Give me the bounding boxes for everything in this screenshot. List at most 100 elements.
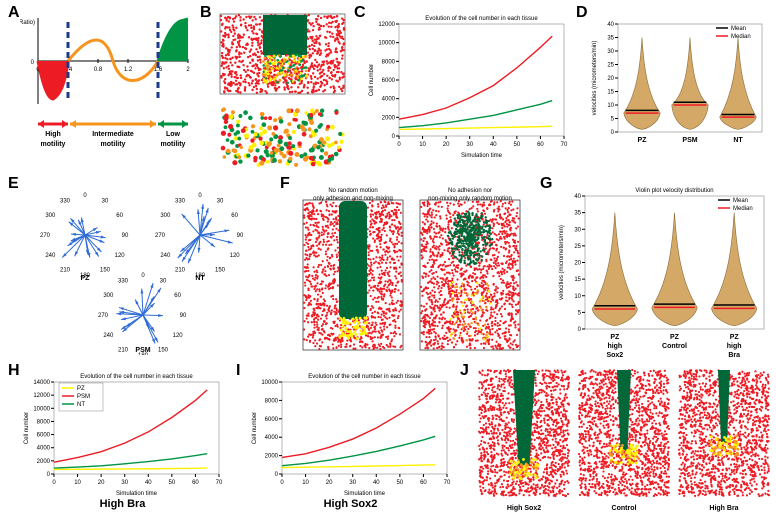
svg-text:Low: Low: [166, 131, 181, 138]
svg-text:f(Ratio): f(Ratio): [20, 20, 35, 26]
panel-e: 0306090120150180210240270300330030609012…: [15, 180, 270, 355]
panel-c: Evolution of the cell number in each tis…: [365, 10, 570, 160]
panel-h-caption: High Bra: [20, 498, 225, 510]
svg-text:4000: 4000: [382, 97, 396, 103]
svg-text:60: 60: [116, 213, 123, 219]
panel-h: Evolution of the cell number in each tis…: [20, 368, 225, 516]
svg-text:210: 210: [118, 348, 129, 354]
svg-text:270: 270: [155, 233, 166, 239]
svg-text:No random motion: No random motion: [328, 188, 377, 194]
svg-text:330: 330: [175, 198, 186, 204]
svg-text:30: 30: [160, 278, 167, 284]
svg-text:300: 300: [160, 213, 171, 219]
panel-b: [215, 12, 350, 172]
svg-text:210: 210: [60, 268, 71, 274]
panel-label-g: G: [540, 175, 552, 193]
svg-text:120: 120: [230, 253, 241, 259]
panel-label-b: B: [200, 4, 212, 22]
svg-text:30: 30: [217, 198, 224, 204]
svg-text:90: 90: [122, 233, 129, 239]
svg-text:40: 40: [607, 22, 614, 28]
svg-text:20: 20: [443, 142, 450, 148]
svg-text:35: 35: [607, 36, 614, 42]
svg-text:150: 150: [100, 268, 111, 274]
svg-text:0: 0: [397, 142, 401, 148]
panel-label-i: I: [236, 362, 240, 380]
svg-text:300: 300: [103, 293, 114, 299]
svg-text:Simulation time: Simulation time: [461, 153, 503, 159]
svg-text:Median: Median: [731, 34, 751, 40]
svg-text:210: 210: [175, 268, 186, 274]
svg-text:90: 90: [180, 313, 187, 319]
svg-text:0.8: 0.8: [94, 67, 103, 73]
svg-text:25: 25: [607, 63, 614, 69]
svg-text:12000: 12000: [378, 22, 395, 28]
svg-text:PZ: PZ: [81, 275, 91, 282]
svg-text:0: 0: [198, 193, 202, 199]
svg-text:Intermediate: Intermediate: [92, 131, 134, 138]
svg-text:Evolution of the cell number i: Evolution of the cell number in each tis…: [425, 16, 538, 22]
svg-text:20: 20: [607, 76, 614, 82]
svg-text:No adhesion nor: No adhesion nor: [448, 188, 492, 194]
svg-text:10: 10: [419, 142, 426, 148]
svg-text:0: 0: [392, 134, 396, 140]
svg-text:240: 240: [160, 253, 171, 259]
svg-text:120: 120: [173, 333, 184, 339]
svg-text:motility: motility: [101, 141, 126, 148]
svg-text:90: 90: [237, 233, 244, 239]
svg-text:0: 0: [611, 130, 615, 136]
svg-text:5: 5: [611, 117, 615, 123]
svg-text:0: 0: [83, 193, 87, 199]
svg-text:330: 330: [118, 278, 129, 284]
panel-label-d: D: [576, 4, 588, 22]
svg-text:270: 270: [40, 233, 51, 239]
svg-text:60: 60: [174, 293, 181, 299]
svg-text:10: 10: [607, 103, 614, 109]
svg-text:70: 70: [561, 142, 568, 148]
panel-a: 00.40.81.21.62f(Ratio)Ratio0Highmotility…: [20, 10, 195, 170]
svg-text:1.2: 1.2: [124, 67, 133, 73]
svg-text:PSM: PSM: [682, 137, 697, 144]
svg-text:50: 50: [514, 142, 521, 148]
svg-text:30: 30: [102, 198, 109, 204]
panel-d: 0 5 10 15 20 25 30 35 40 velocities (micrometers/…: [588, 10, 768, 160]
svg-text:30: 30: [466, 142, 473, 148]
svg-text:300: 300: [45, 213, 56, 219]
panel-label-c: C: [354, 4, 366, 22]
svg-text:240: 240: [103, 333, 114, 339]
svg-text:PSM: PSM: [135, 347, 150, 354]
svg-text:0: 0: [31, 60, 35, 66]
panel-label-h: H: [8, 362, 20, 380]
svg-text:6000: 6000: [382, 78, 396, 84]
svg-text:15: 15: [607, 90, 614, 96]
svg-text:2: 2: [186, 67, 190, 73]
svg-text:2000: 2000: [382, 115, 396, 121]
svg-text:60: 60: [231, 213, 238, 219]
svg-text:120: 120: [115, 253, 126, 259]
svg-text:motility: motility: [161, 141, 186, 148]
svg-text:150: 150: [215, 268, 226, 274]
svg-text:0: 0: [141, 273, 145, 279]
svg-text:NT: NT: [733, 137, 743, 144]
panel-i: Evolution of the cell number in each tis…: [248, 368, 453, 516]
panel-label-a: A: [8, 4, 20, 22]
svg-text:High: High: [45, 131, 61, 138]
panel-label-f: F: [280, 175, 290, 193]
svg-text:motility: motility: [41, 141, 66, 148]
svg-text:240: 240: [45, 253, 56, 259]
panel-f: No random motiononly adhesion and non-mi…: [295, 182, 530, 357]
svg-text:PZ: PZ: [638, 137, 648, 144]
svg-text:NT: NT: [195, 275, 205, 282]
svg-text:150: 150: [158, 348, 169, 354]
svg-text:velocities (micrometers/min): velocities (micrometers/min): [592, 41, 598, 116]
svg-text:10000: 10000: [378, 41, 395, 47]
panel-g: Violin plot velocity distribution0510152…: [555, 182, 770, 357]
svg-text:Cell number: Cell number: [369, 64, 375, 96]
svg-text:330: 330: [60, 198, 71, 204]
svg-text:40: 40: [490, 142, 497, 148]
svg-text:Mean: Mean: [731, 26, 746, 32]
svg-text:270: 270: [98, 313, 109, 319]
svg-text:60: 60: [537, 142, 544, 148]
svg-text:30: 30: [607, 49, 614, 55]
panel-label-j: J: [460, 362, 469, 380]
